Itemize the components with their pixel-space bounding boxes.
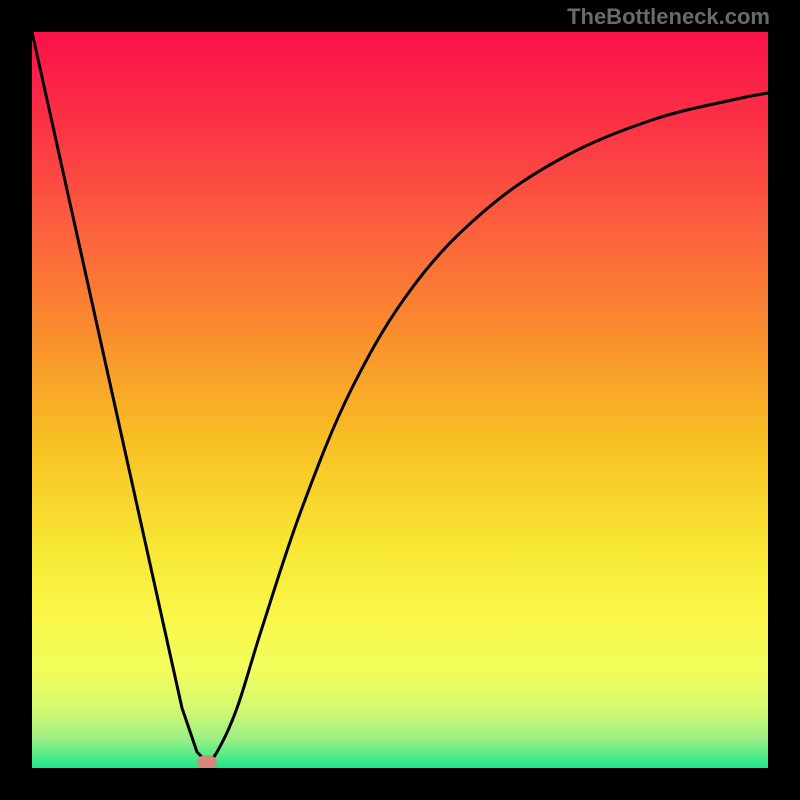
plot-area xyxy=(32,32,768,768)
bottleneck-curve xyxy=(32,32,768,762)
watermark-text: TheBottleneck.com xyxy=(567,4,770,30)
curve-layer xyxy=(32,32,768,768)
